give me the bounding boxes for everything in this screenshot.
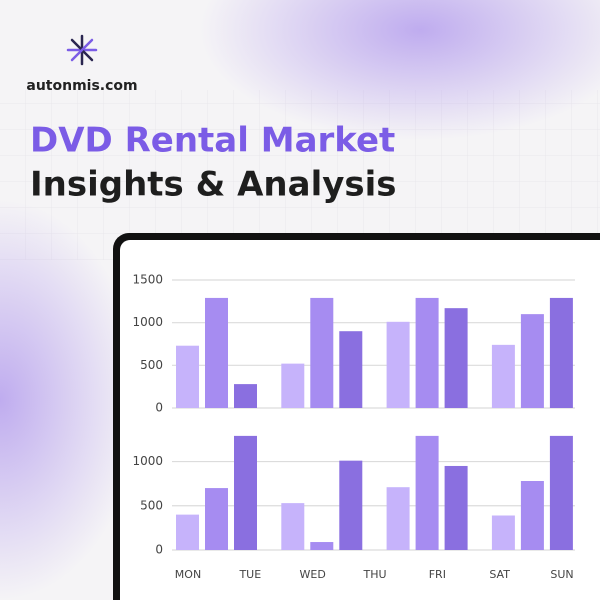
y-tick-label: 0 <box>155 543 163 557</box>
x-tick-label: MON <box>175 568 201 581</box>
bar <box>176 514 199 550</box>
bar <box>491 515 515 550</box>
y-tick-label: 1000 <box>132 454 163 468</box>
title: DVD Rental Market <box>30 121 395 161</box>
bar <box>234 435 257 550</box>
bar <box>234 384 257 408</box>
x-tick-label: FRI <box>429 568 446 581</box>
y-tick-label: 500 <box>140 358 163 372</box>
bar <box>520 481 544 550</box>
bar <box>415 297 439 408</box>
bar <box>491 344 515 408</box>
bar <box>444 465 468 550</box>
y-tick-label: 0 <box>155 401 163 415</box>
blob <box>0 200 140 600</box>
y-tick-label: 1500 <box>132 273 163 287</box>
logo <box>66 34 98 66</box>
y-tick-label: 500 <box>140 498 163 512</box>
x-tick-label: SUN <box>550 568 573 581</box>
site: autonmis.com <box>26 78 137 94</box>
bar <box>281 503 305 550</box>
x-tick-label: WED <box>300 568 326 581</box>
bar <box>281 363 305 408</box>
x-tick-label: THU <box>362 568 386 581</box>
bar <box>549 435 573 550</box>
bar <box>444 308 468 408</box>
bar <box>205 488 228 550</box>
bar <box>176 345 199 408</box>
bar <box>339 460 363 550</box>
subtitle: Insights & Analysis <box>30 165 397 205</box>
y-tick-label: 1000 <box>132 315 163 329</box>
bar <box>205 297 228 408</box>
bar <box>520 314 544 408</box>
bar <box>310 542 334 550</box>
bar <box>549 297 573 408</box>
bar <box>339 331 363 408</box>
bar <box>386 321 410 408</box>
blob <box>200 0 600 140</box>
bar <box>310 297 334 408</box>
x-tick-label: SAT <box>489 568 510 581</box>
x-tick-label: TUE <box>238 568 261 581</box>
bar <box>415 435 439 550</box>
bar <box>386 487 410 550</box>
